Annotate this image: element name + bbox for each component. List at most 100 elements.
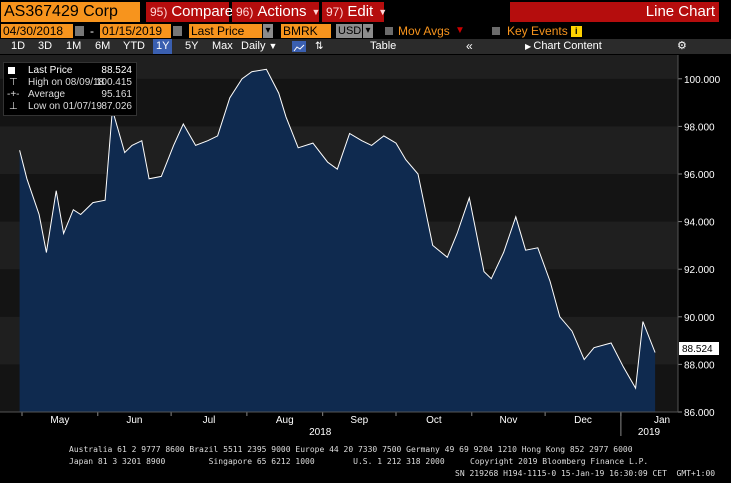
actions-button[interactable]: 96) Actions ▼ [232,2,321,22]
legend-row-average: -+- Average 95.161 [4,89,136,101]
period-bar [0,39,731,54]
period-tab-6m[interactable]: 6M [95,40,111,52]
line-chart-icon[interactable] [292,41,306,52]
period-tab-max[interactable]: Max [212,40,233,52]
y-tick-label: 92.000 [684,265,715,276]
grid-band [0,55,678,79]
frequency-label: Daily [241,40,266,52]
low-label: Low on 01/07/19 [28,101,102,112]
frequency-select[interactable]: Daily ▼ [241,39,277,54]
chart-content-label: Chart Content [533,40,602,52]
x-month-label: Oct [426,415,442,426]
legend-row-high: ⊤ High on 08/09/18 100.415 [4,77,136,89]
period-tab-1y[interactable]: 1Y [153,39,173,54]
last-price-label: Last Price [28,65,73,76]
compare-hotkey: 95) [150,5,168,19]
y-tick-label: 96.000 [684,170,715,181]
x-month-label: Jun [126,415,142,426]
x-month-label: Dec [574,415,592,426]
period-tab-ytd[interactable]: YTD [123,40,145,52]
period-tab-3d[interactable]: 3D [38,40,53,52]
frequency-dropdown-icon: ▼ [268,41,278,51]
field-dropdown-icon[interactable]: ▾ [263,24,273,38]
source-field[interactable]: BMRK [281,24,331,38]
currency-select[interactable]: USD [336,24,362,38]
info-icon[interactable]: i [570,26,582,38]
date-separator: - [90,24,94,38]
mov-avgs-dropdown-icon[interactable]: ▼ [455,25,465,36]
x-year-label: 2018 [309,427,332,438]
period-tab-5y[interactable]: 5Y [185,40,199,52]
y-tick-label: 88.000 [684,360,715,371]
sort-icon[interactable]: ⇅ [315,41,324,52]
x-axis: May Jun Jul Aug Sep Oct Nov Dec Jan 2018 2019 [21,412,670,438]
key-events-checkbox[interactable] [492,27,500,35]
price-line [19,68,656,390]
security-ticker[interactable]: AS367429 Corp [1,2,140,22]
last-price-tag: 88.524 [679,342,719,355]
table-button[interactable]: Table [370,40,397,52]
y-tick-label: 100.000 [684,75,721,86]
chart-content-button[interactable]: ▶ Chart Content [525,39,602,54]
x-year-label: 2019 [638,427,661,438]
actions-dropdown-icon: ▼ [311,7,321,18]
period-tab-1d[interactable]: 1D [11,40,26,52]
edit-button[interactable]: 97) Edit ▼ [322,2,388,22]
field-select[interactable]: Last Price [189,24,262,38]
edit-label: Edit [347,3,374,20]
low-marker-icon: ⊥ [9,101,18,112]
currency-dropdown-icon[interactable]: ▾ [363,24,373,38]
line-chart-glyph [293,44,305,52]
average-label: Average [28,89,66,100]
mov-avgs-label[interactable]: Mov Avgs [398,24,450,38]
calendar-icon[interactable] [75,26,84,36]
compare-label: Compare [171,3,234,20]
footer-copyright: Copyright 2019 Bloomberg Finance L.P. [470,457,649,466]
end-date-field[interactable]: 01/15/2019 [100,24,171,38]
actions-hotkey: 96) [236,5,254,19]
legend-box[interactable]: Last Price 88.524 ⊤ High on 08/09/18 100… [3,62,137,116]
start-date-field[interactable]: 04/30/2018 [1,24,73,38]
edit-hotkey: 97) [326,5,344,19]
x-month-label: Jul [203,415,216,426]
high-value: 100.415 [95,77,132,88]
calendar-icon[interactable] [173,26,182,36]
actions-label: Actions [257,3,307,20]
y-tick-label: 90.000 [684,313,715,324]
last-price-tag-bg [679,342,719,355]
edit-dropdown-icon: ▼ [378,7,388,18]
collapse-left-icon[interactable]: « [466,39,473,53]
period-tab-1m[interactable]: 1M [66,40,82,52]
legend-row-last-price: Last Price 88.524 [4,65,136,77]
y-axis: 86.000 88.000 90.000 92.000 94.000 96.000 98.0… [678,75,721,419]
last-price-swatch [8,67,15,74]
chart-content-icon: ▶ [525,42,534,51]
key-events-label[interactable]: Key Events i [507,24,582,38]
legend-row-low: ⊥ Low on 01/07/19 87.026 [4,101,136,113]
x-month-label: Aug [276,415,294,426]
view-title: Line Chart [510,2,719,22]
average-marker-icon: -+- [7,89,20,100]
high-label: High on 08/09/18 [28,77,105,88]
footer-session-info: SN 219268 H194-1115-0 15-Jan-19 16:30:09… [455,469,716,478]
settings-gear-icon[interactable]: ⚙ [677,40,687,52]
y-tick-label: 86.000 [684,408,715,419]
key-events-text: Key Events [507,24,568,38]
mov-avgs-checkbox[interactable] [385,27,393,35]
x-month-label: May [50,415,69,426]
footer-contacts-line2: Japan 81 3 3201 8900 Singapore 65 6212 1… [69,457,445,466]
y-tick-label: 94.000 [684,218,715,229]
last-price-value: 88.524 [101,65,132,76]
x-month-label: Jan [654,415,670,426]
average-value: 95.161 [101,89,132,100]
high-marker-icon: ⊤ [9,77,18,88]
compare-button[interactable]: 95) Compare [146,2,233,22]
footer-contacts-line1: Australia 61 2 9777 8600 Brazil 5511 239… [69,445,633,454]
x-month-label: Sep [350,415,368,426]
y-tick-label: 98.000 [684,122,715,133]
x-month-label: Nov [500,415,518,426]
low-value: 87.026 [101,101,132,112]
last-price-tag-text: 88.524 [682,344,713,355]
price-chart[interactable]: 86.000 88.000 90.000 92.000 94.000 96.000 98.0… [0,55,731,483]
price-area [19,69,656,413]
